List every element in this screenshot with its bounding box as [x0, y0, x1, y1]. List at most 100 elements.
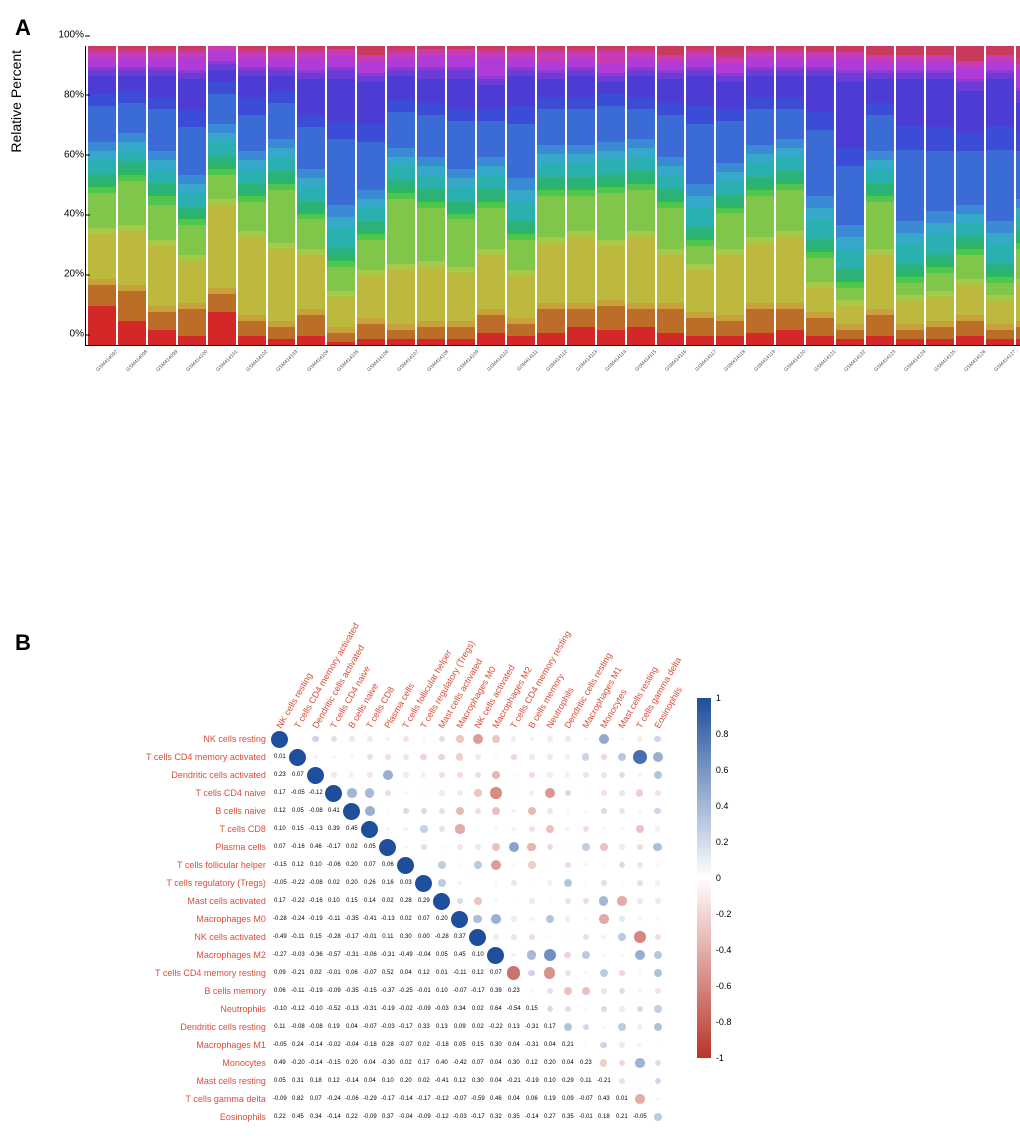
- corr-circle: [637, 917, 642, 922]
- corr-circle: [528, 861, 535, 868]
- corr-circle: [548, 863, 552, 867]
- corr-circle: [456, 807, 465, 816]
- x-label: GSM414113: [575, 349, 609, 383]
- bar-segment: [1016, 231, 1020, 240]
- x-label: GSM414101: [216, 349, 250, 383]
- corr-cell: -0.18: [433, 1036, 451, 1054]
- corr-circle: [635, 1094, 644, 1103]
- corr-circle: [493, 934, 498, 939]
- bar-segment: [417, 79, 445, 103]
- corr-cell: 0.46: [307, 838, 325, 856]
- corr-circle: [637, 880, 643, 886]
- bar-segment: [746, 145, 774, 154]
- bars-area: [86, 46, 1020, 345]
- corr-cell: [379, 820, 397, 838]
- corr-cell: -0.01: [577, 1108, 595, 1126]
- corr-circle: [635, 950, 645, 960]
- corr-circle: [655, 898, 661, 904]
- corr-cell: 0.07: [415, 910, 433, 928]
- corr-cell: [613, 982, 631, 1000]
- corr-cell: [577, 910, 595, 928]
- corr-circle: [271, 731, 288, 748]
- bar-segment: [597, 64, 625, 73]
- bar-segment: [387, 157, 415, 166]
- corr-circle: [600, 1042, 607, 1049]
- corr-cell: -0.08: [307, 874, 325, 892]
- corr-cell: [631, 1036, 649, 1054]
- corr-circle: [637, 1024, 642, 1029]
- corr-cell: -0.24: [289, 910, 307, 928]
- x-label: GSM414118: [723, 349, 757, 383]
- corr-cell: -0.07: [451, 1090, 469, 1108]
- corr-cell: [595, 802, 613, 820]
- corr-cell: [523, 748, 541, 766]
- corr-circle: [492, 771, 501, 780]
- corr-cell: [613, 820, 631, 838]
- bar-segment: [357, 61, 385, 73]
- corr-row-label: B cells memory: [111, 986, 271, 996]
- corr-cell: [559, 1018, 577, 1036]
- bar-segment: [746, 333, 774, 345]
- sample-bar: [178, 46, 206, 345]
- bar-segment: [537, 163, 565, 175]
- bar-segment: [597, 106, 625, 142]
- corr-cell: -0.06: [343, 1090, 361, 1108]
- corr-cell: 0.12: [415, 964, 433, 982]
- bar-segment: [627, 309, 655, 327]
- bar-segment: [776, 172, 804, 181]
- bar-segment: [148, 330, 176, 345]
- corr-cell: [361, 784, 379, 802]
- bar-segment: [896, 126, 924, 150]
- bar-segment: [268, 339, 296, 345]
- corr-cell: 0.17: [415, 1054, 433, 1072]
- bar-segment: [507, 190, 535, 202]
- corr-cell: 0.07: [289, 766, 307, 784]
- corr-circle: [619, 844, 624, 849]
- corr-circle: [361, 821, 378, 838]
- bar-segment: [686, 318, 714, 336]
- corr-circle: [637, 862, 643, 868]
- bar-segment: [507, 222, 535, 231]
- bar-segment: [896, 233, 924, 245]
- corr-cell: 0.46: [487, 1090, 505, 1108]
- corr-cell: 0.20: [397, 1072, 415, 1090]
- corr-cell: [469, 820, 487, 838]
- corr-cell: [451, 856, 469, 874]
- corr-cell: [541, 730, 559, 748]
- corr-row-label: T cells CD4 memory resting: [111, 968, 271, 978]
- bar-segment: [417, 115, 445, 157]
- bar-segment: [866, 46, 894, 55]
- corr-circle: [547, 844, 553, 850]
- corr-circle: [565, 898, 571, 904]
- bar-segment: [686, 228, 714, 237]
- corr-cell: -0.01: [415, 982, 433, 1000]
- bar-segment: [716, 336, 744, 345]
- corr-circle: [653, 843, 662, 852]
- corr-cell: -0.08: [307, 1018, 325, 1036]
- bar-segment: [297, 127, 325, 169]
- corr-circle: [529, 826, 535, 832]
- bar-segment: [657, 79, 685, 103]
- corr-cell: [577, 820, 595, 838]
- corr-cell: [577, 730, 595, 748]
- corr-circle: [530, 881, 534, 885]
- bar-segment: [836, 306, 864, 324]
- bar-segment: [1016, 151, 1020, 199]
- corr-cell: -0.27: [271, 946, 289, 964]
- bar-segment: [537, 309, 565, 333]
- corr-cell: [325, 730, 343, 748]
- bar-segment: [327, 121, 355, 139]
- bar-segment: [268, 157, 296, 169]
- bar-segment: [238, 184, 266, 193]
- sample-bar: [327, 46, 355, 345]
- corr-row: NK cells activated-0.49-0.110.15-0.28-0.…: [111, 928, 667, 946]
- bar-segment: [477, 58, 505, 76]
- corr-cell: [631, 874, 649, 892]
- corr-cell: [631, 1090, 649, 1108]
- corr-circle: [457, 790, 462, 795]
- bar-segment: [866, 79, 894, 103]
- corr-circle: [474, 897, 482, 905]
- x-label: GSM414125: [933, 349, 967, 383]
- bar-segment: [686, 124, 714, 184]
- bar-segment: [956, 255, 984, 279]
